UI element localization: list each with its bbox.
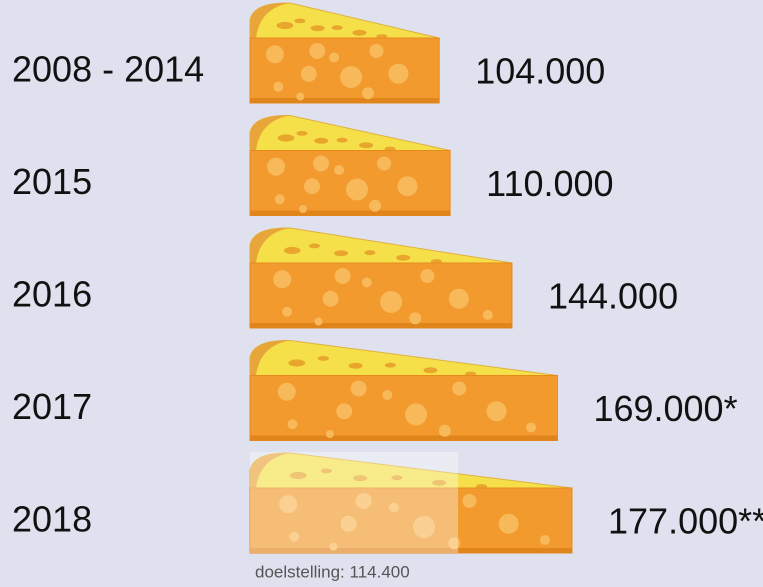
cheese-hole: [318, 356, 329, 361]
cheese-shade: [250, 323, 512, 328]
cheese-hole: [332, 25, 343, 30]
cheese-hole: [329, 53, 339, 63]
cheese-hole: [397, 176, 417, 196]
cheese-hole: [309, 243, 320, 248]
cheese-hole: [296, 93, 304, 101]
cheese-hole: [377, 157, 391, 171]
category-label: 2017: [12, 386, 92, 427]
cheese-hole: [311, 25, 325, 31]
cheese-hole: [526, 423, 536, 433]
cheese-hole: [278, 134, 295, 141]
cheese-hole: [462, 494, 476, 508]
cheese-hole: [439, 425, 451, 437]
cheese-hole: [313, 156, 329, 172]
cheese-hole: [409, 312, 421, 324]
cheese-hole: [275, 194, 285, 204]
cheese-hole: [382, 390, 392, 400]
cheese-hole: [449, 289, 469, 309]
cheese-hole: [288, 359, 305, 366]
cheese-shade: [250, 98, 439, 103]
cheese-hole: [388, 64, 408, 84]
category-label: 2015: [12, 161, 92, 202]
cheese-hole: [314, 318, 322, 326]
cheese-hole: [346, 179, 368, 201]
cheese-hole: [423, 367, 437, 373]
cheese-hole: [278, 383, 296, 401]
cheese-hole: [334, 250, 348, 256]
cheese-hole: [420, 269, 434, 283]
cheese-hole: [294, 18, 305, 23]
chart: 2008 - 2014 104.000 2015 110.000 2016 144.000…: [0, 0, 763, 587]
cheese-hole: [267, 158, 285, 176]
cheese-hole: [273, 270, 291, 288]
target-overlay: [250, 452, 458, 553]
cheese-shade: [250, 436, 557, 441]
value-label: 144.000: [548, 276, 678, 317]
value-label: 169.000*: [593, 388, 737, 429]
cheese-hole: [296, 131, 307, 136]
cheese-hole: [369, 200, 381, 212]
value-label: 110.000: [486, 163, 613, 204]
bar: [250, 376, 557, 441]
cheese-hole: [304, 178, 320, 194]
cheese-hole: [334, 165, 344, 175]
cheese-hole: [483, 310, 493, 320]
cheese-shade: [250, 211, 450, 216]
cheese-hole: [266, 45, 284, 63]
cheese-hole: [385, 363, 396, 368]
cheese-hole: [540, 535, 550, 545]
cheese-hole: [359, 142, 373, 148]
cheese-hole: [349, 363, 363, 369]
cheese-hole: [335, 268, 351, 284]
cheese-hole: [299, 205, 307, 213]
cheese-hole: [309, 43, 325, 59]
cheese-hole: [499, 514, 519, 534]
cheese-hole: [323, 291, 339, 307]
cheese-hole: [301, 66, 317, 82]
cheese-hole: [353, 30, 367, 36]
cheese-hole: [452, 382, 466, 396]
cheese-hole: [405, 404, 427, 426]
cheese-hole: [336, 138, 347, 143]
annotation: doelstelling: 114.400: [255, 562, 410, 581]
cheese-hole: [287, 419, 297, 429]
cheese-hole: [351, 381, 367, 397]
bar: [250, 263, 512, 328]
cheese-hole: [362, 87, 374, 99]
value-label: 104.000: [475, 51, 605, 92]
cheese-hole: [284, 247, 301, 254]
cheese-hole: [369, 44, 383, 58]
cheese-hole: [277, 22, 294, 29]
category-label: 2008 - 2014: [12, 49, 204, 90]
cheese-hole: [273, 82, 283, 92]
cheese-hole: [487, 401, 507, 421]
cheese-hole: [314, 138, 328, 144]
cheese-hole: [336, 403, 352, 419]
cheese-hole: [396, 255, 410, 261]
cheese-hole: [326, 430, 334, 438]
cheese-hole: [380, 291, 402, 313]
category-label: 2016: [12, 274, 92, 315]
cheese-hole: [340, 66, 362, 88]
category-label: 2018: [12, 499, 92, 540]
cheese-hole: [364, 250, 375, 255]
cheese-hole: [282, 307, 292, 317]
cheese-hole: [362, 278, 372, 288]
value-label: 177.000**: [608, 501, 763, 542]
